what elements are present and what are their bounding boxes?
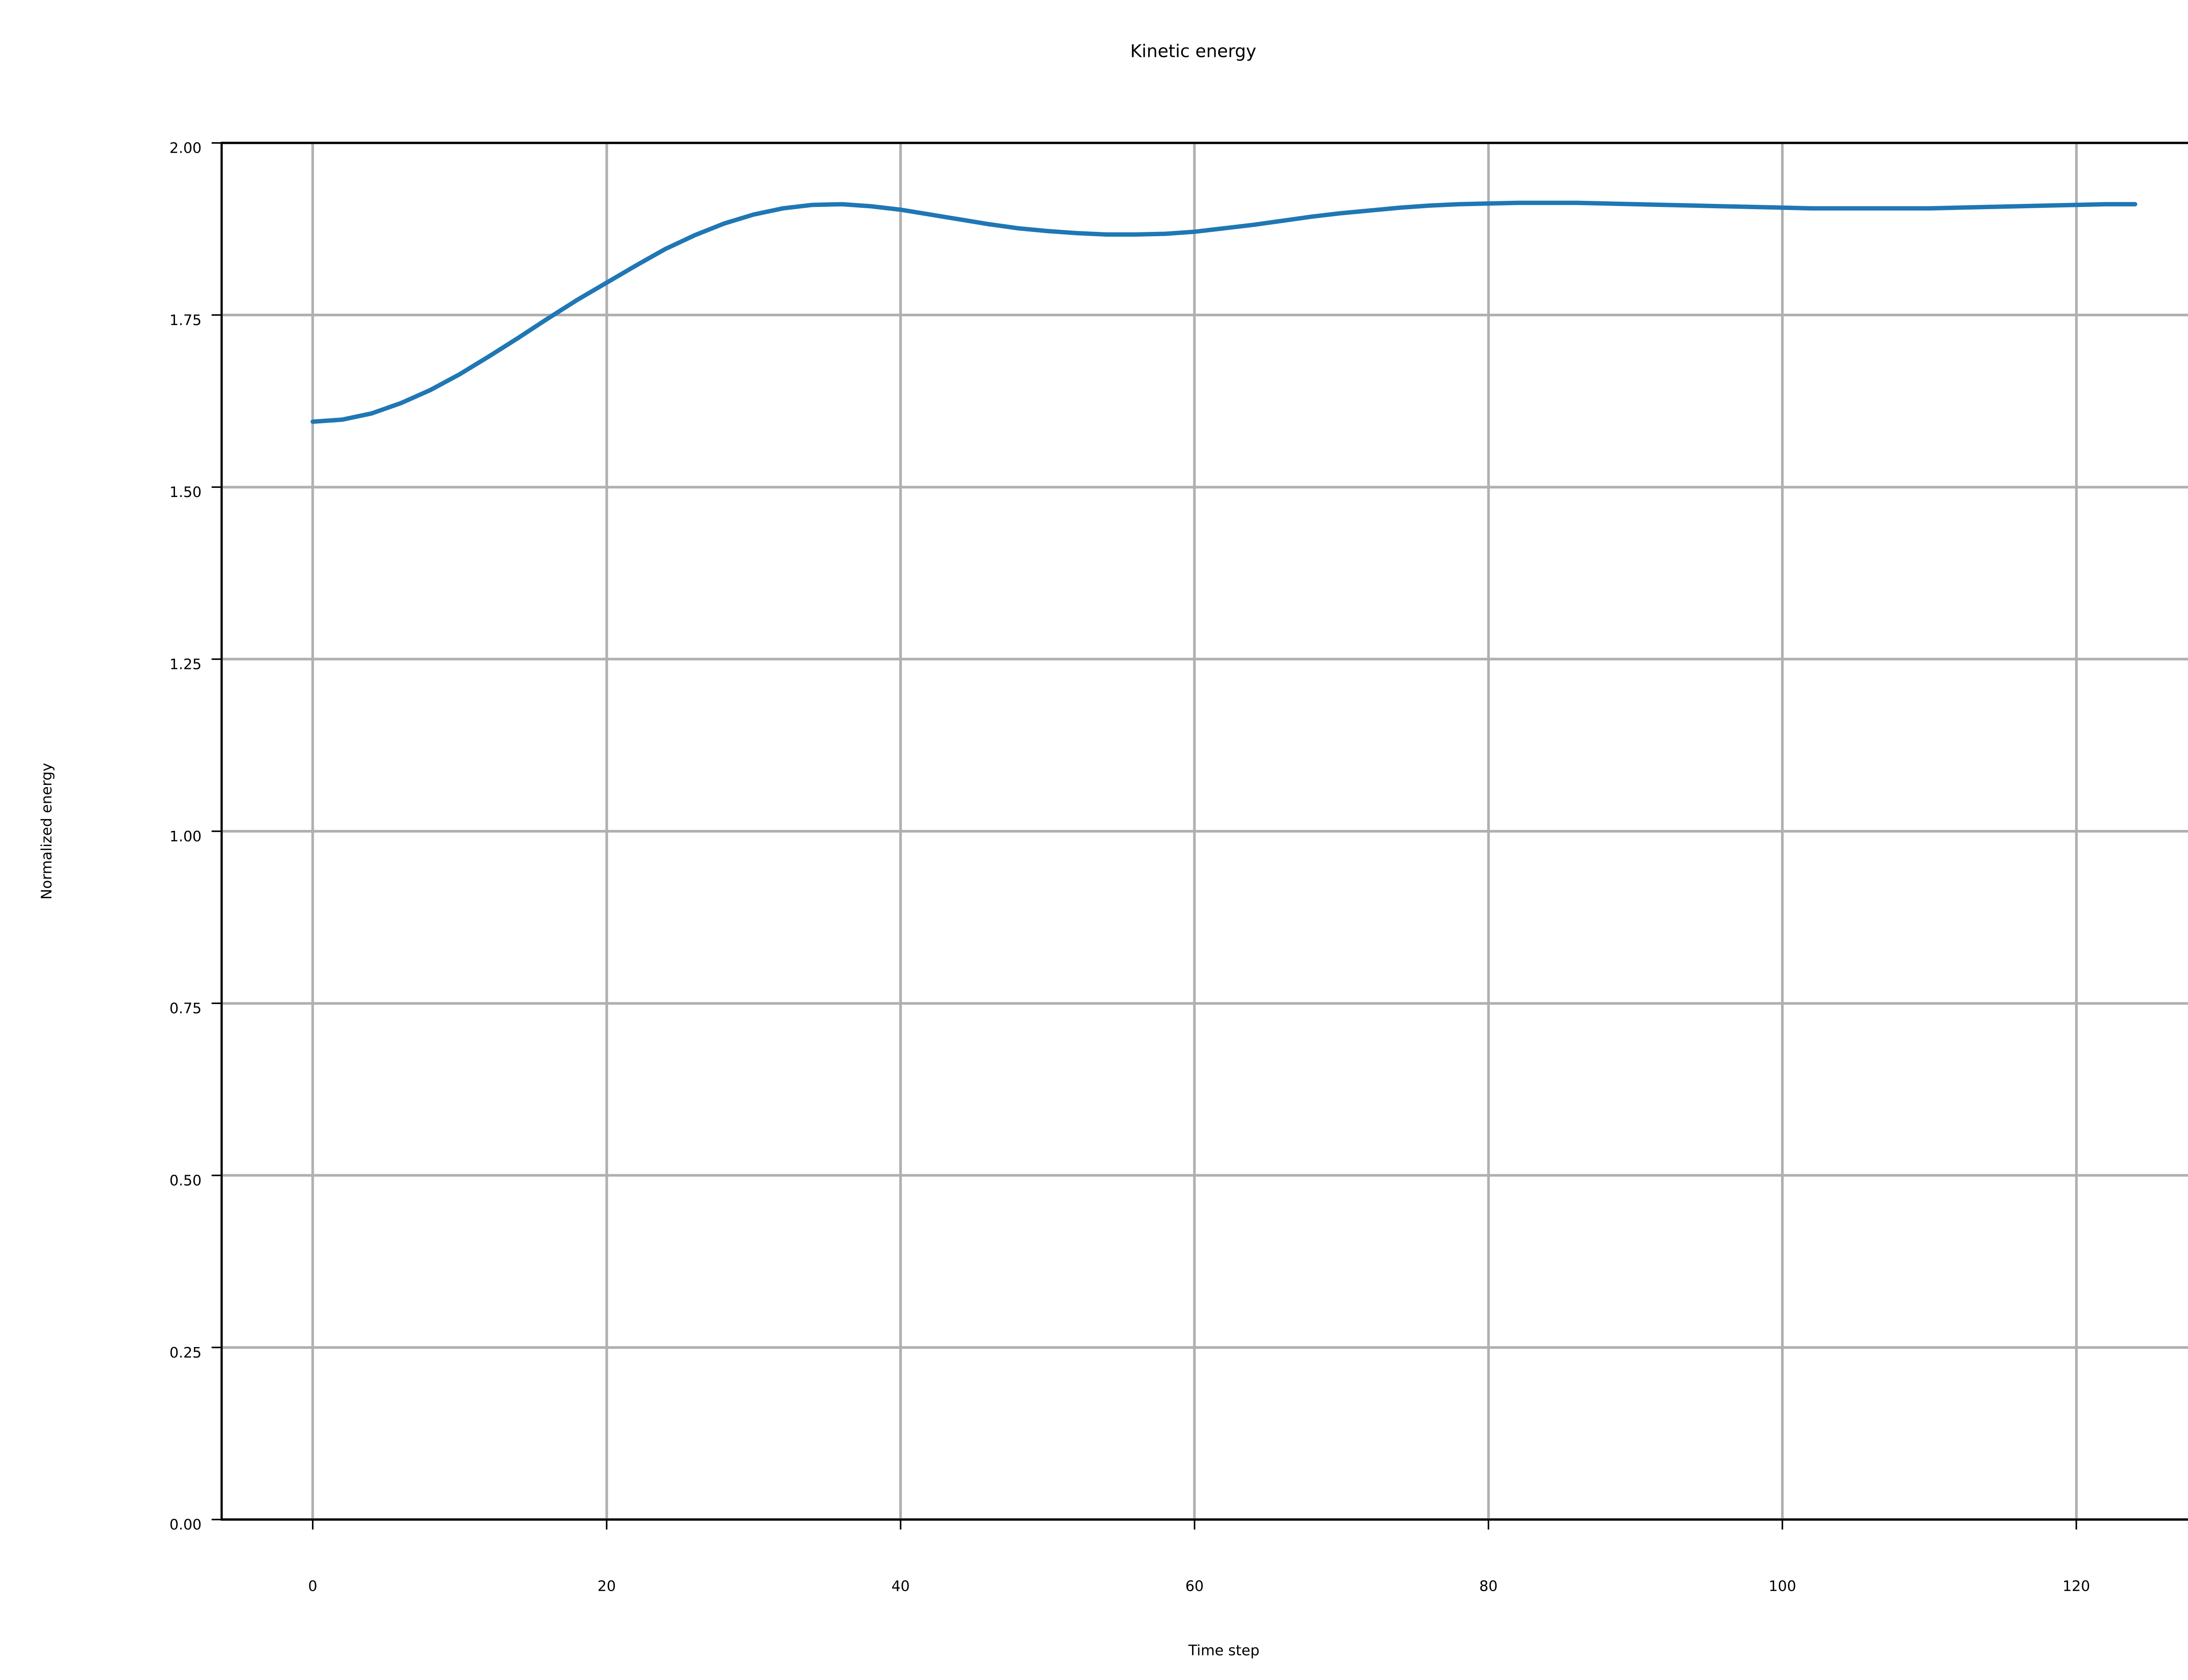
y-axis-label: Normalized energy	[38, 763, 55, 900]
y-tick-label: 0.25	[169, 1344, 201, 1361]
x-tick-label: 120	[2062, 1578, 2090, 1595]
x-tick-label: 60	[1185, 1578, 1204, 1595]
x-tick-label: 100	[1769, 1578, 1796, 1595]
tick-labels: 0 20 40 60 80 100 120 0.00 0.25 0.50 0.75 1.00 1.25 1…	[169, 140, 2090, 1595]
x-tick-label: 20	[597, 1578, 616, 1595]
x-tick-label: 0	[308, 1578, 317, 1595]
y-tick-label: 2.00	[169, 140, 201, 157]
plot-series	[310, 200, 2138, 424]
y-tick-label: 0.00	[169, 1516, 201, 1533]
y-tick-label: 1.00	[169, 828, 201, 845]
x-tick-label: 40	[891, 1578, 910, 1595]
y-tick-label: 1.50	[169, 483, 201, 500]
y-tick-label: 1.25	[169, 656, 201, 673]
y-tick-label: 0.50	[169, 1172, 201, 1189]
y-tick-label: 1.75	[169, 312, 201, 329]
chart-title: Kinetic energy	[1130, 42, 1256, 62]
gridlines	[221, 141, 2188, 1521]
y-tick-label: 0.75	[169, 1000, 201, 1017]
x-axis-label: Time step	[1188, 1642, 1260, 1659]
axes-frame	[211, 142, 2188, 1530]
x-tick-label: 80	[1479, 1578, 1497, 1595]
series-line	[310, 200, 2138, 424]
